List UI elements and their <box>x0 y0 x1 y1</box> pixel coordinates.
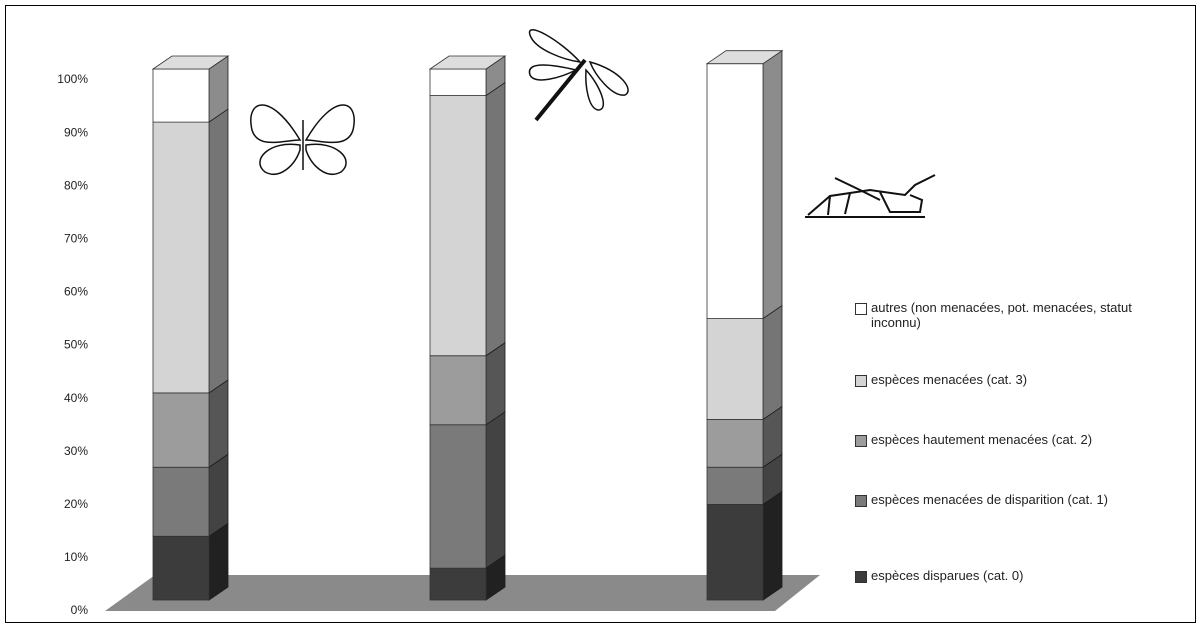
y-tick-label: 60% <box>64 285 88 299</box>
bar-side <box>486 343 505 425</box>
y-tick-label: 20% <box>64 497 88 511</box>
legend-swatch <box>855 375 867 387</box>
legend-label: espèces hautement menacées (cat. 2) <box>871 432 1161 447</box>
bar-segment <box>153 536 209 600</box>
legend-label: autres (non menacées, pot. menacées, sta… <box>871 300 1161 330</box>
legend-swatch <box>855 435 867 447</box>
bar-segment <box>153 122 209 393</box>
y-tick-label: 10% <box>64 550 88 564</box>
bar-side <box>486 412 505 568</box>
y-tick-label: 50% <box>64 338 88 352</box>
y-tick-label: 30% <box>64 444 88 458</box>
bar-side <box>763 51 782 319</box>
bars <box>153 51 782 600</box>
bar-side <box>209 454 228 536</box>
bar-segment <box>430 96 486 356</box>
legend-swatch <box>855 303 867 315</box>
bar-side <box>209 109 228 393</box>
y-tick-label: 40% <box>64 391 88 405</box>
dragonfly-icon <box>529 30 628 120</box>
y-tick-label: 100% <box>57 72 88 86</box>
legend-item: espèces menacées de disparition (cat. 1) <box>855 492 1175 507</box>
bar-segment <box>153 467 209 536</box>
bar-side <box>209 380 228 467</box>
bar-segment <box>430 356 486 425</box>
bar-side <box>763 306 782 420</box>
page: 0% 10% 20% 30% 40% 50% 60% 70% 80% 90% 100% espèce… <box>0 0 1201 628</box>
legend-label: espèces disparues (cat. 0) <box>871 568 1161 583</box>
bar-side <box>486 83 505 356</box>
legend-item: espèces hautement menacées (cat. 2) <box>855 432 1175 447</box>
legend-item: espèces menacées (cat. 3) <box>855 372 1175 387</box>
bar-side <box>763 491 782 600</box>
bar-segment <box>707 64 763 319</box>
legend-item: autres (non menacées, pot. menacées, sta… <box>855 300 1175 330</box>
y-tick-label: 90% <box>64 125 88 139</box>
y-tick-label: 80% <box>64 178 88 192</box>
legend-swatch <box>855 495 867 507</box>
legend-item: espèces disparues (cat. 0) <box>855 568 1175 583</box>
bar-segment <box>707 319 763 420</box>
legend-label: espèces menacées de disparition (cat. 1) <box>871 492 1161 507</box>
bar-segment <box>707 467 763 504</box>
legend-swatch <box>855 571 867 583</box>
legend-label: espèces menacées (cat. 3) <box>871 372 1161 387</box>
grasshopper-icon <box>805 175 935 217</box>
butterfly-icon <box>251 105 354 174</box>
bar-segment <box>707 419 763 467</box>
bar-segment <box>430 425 486 568</box>
bar-segment <box>707 504 763 600</box>
bar-segment <box>430 568 486 600</box>
y-tick-label: 70% <box>64 231 88 245</box>
bar-segment <box>153 393 209 467</box>
y-tick-label: 0% <box>71 603 89 617</box>
bar-segment <box>430 69 486 96</box>
bar-segment <box>153 69 209 122</box>
